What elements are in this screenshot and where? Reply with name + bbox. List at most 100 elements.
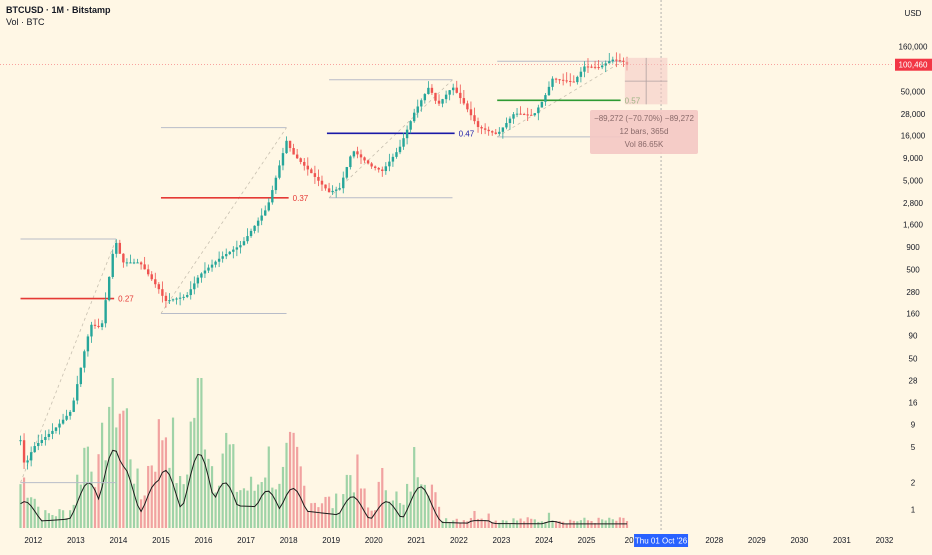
volume-bar xyxy=(430,484,434,528)
volume-title[interactable]: Vol · BTC xyxy=(6,17,45,27)
candle-body xyxy=(583,66,586,72)
candle-body xyxy=(370,163,373,167)
last-price-tag xyxy=(895,58,932,71)
volume-bar xyxy=(19,484,22,528)
fib-level-label: 0.47 xyxy=(459,129,475,138)
volume-bar xyxy=(551,520,554,528)
volume-bar xyxy=(65,518,68,528)
volume-bar xyxy=(235,491,238,528)
volume-bar xyxy=(104,460,107,528)
candle-body xyxy=(193,283,196,290)
volume-bar xyxy=(125,408,129,528)
volume-bar xyxy=(122,410,125,528)
year-tick-label: 2032 xyxy=(876,536,894,545)
candle-body xyxy=(317,176,320,181)
year-tick-label: 2019 xyxy=(322,536,340,545)
volume-bar xyxy=(615,520,618,528)
price-tick-label: 1,600 xyxy=(903,221,924,230)
volume-bar xyxy=(228,444,231,528)
candle-body xyxy=(448,90,451,95)
volume-bar xyxy=(597,517,600,528)
volume-bar xyxy=(452,520,455,528)
candle-body xyxy=(363,157,366,161)
volume-bar xyxy=(257,484,260,528)
measure-info-line: Vol 86.65K xyxy=(625,140,664,149)
candle-body xyxy=(249,230,253,237)
candle-body xyxy=(508,118,512,124)
candle-body xyxy=(58,423,61,428)
volume-bar xyxy=(476,518,480,528)
fib-level-label: 0.37 xyxy=(293,194,309,203)
volume-bar xyxy=(281,466,285,528)
volume-bar xyxy=(625,521,629,528)
candle-body xyxy=(597,67,600,69)
volume-bar xyxy=(214,492,217,528)
candle-body xyxy=(107,276,111,301)
year-tick-label: 2025 xyxy=(578,536,596,545)
volume-bar xyxy=(562,521,565,528)
volume-bar xyxy=(363,488,366,528)
candle-body xyxy=(501,127,505,132)
price-tick-label: 2 xyxy=(911,479,916,488)
candle-body xyxy=(551,78,554,87)
price-tick-label: 1 xyxy=(911,505,916,514)
candle-body xyxy=(356,151,359,155)
volume-bar xyxy=(115,427,118,528)
candle-body xyxy=(132,262,136,264)
candle-body xyxy=(288,140,292,149)
volume-bar xyxy=(90,471,93,528)
candle-body xyxy=(129,262,132,264)
currency-label: USD xyxy=(905,9,922,18)
year-tick-label: 2016 xyxy=(195,536,213,545)
volume-bar xyxy=(264,477,267,528)
volume-bar xyxy=(427,495,430,528)
volume-bar xyxy=(186,474,189,528)
volume-bar xyxy=(274,489,277,528)
candle-body xyxy=(189,289,192,296)
volume-bar xyxy=(136,468,139,528)
volume-bar xyxy=(179,476,182,528)
candle-body xyxy=(420,100,423,107)
volume-bar xyxy=(420,484,423,528)
volume-bar xyxy=(359,488,363,528)
year-tick-label: 2031 xyxy=(833,536,851,545)
volume-bar xyxy=(296,446,299,528)
candle-body xyxy=(186,295,189,297)
price-tick-label: 9 xyxy=(911,421,916,430)
volume-bar xyxy=(462,520,465,528)
year-tick-label: 2020 xyxy=(365,536,383,545)
candle-body xyxy=(381,169,384,172)
volume-bar xyxy=(69,510,72,528)
year-tick-label: 2030 xyxy=(790,536,808,545)
candle-body xyxy=(586,66,590,68)
year-tick-label: 2017 xyxy=(237,536,255,545)
volume-bar xyxy=(37,506,40,528)
candle-body xyxy=(526,114,529,116)
volume-bar xyxy=(313,502,316,528)
volume-bar xyxy=(498,522,501,528)
volume-bar xyxy=(58,509,61,528)
candle-body xyxy=(256,220,260,226)
candle-body xyxy=(207,267,210,271)
candle-body xyxy=(310,169,313,174)
axes-layer: USD 160,000 50,000 28,000 16,000 9,000 5,000 2,… xyxy=(24,9,932,547)
volume-bar xyxy=(147,465,150,528)
measure-info-line: 12 bars, 365d xyxy=(620,127,669,136)
volume-bar xyxy=(93,487,97,528)
volume-bar xyxy=(434,492,437,528)
candle-body xyxy=(260,215,263,221)
candle-body xyxy=(22,440,26,463)
symbol-title[interactable]: BTCUSD · 1M · Bitstamp xyxy=(6,5,111,15)
candle-body xyxy=(377,167,380,170)
candle-body xyxy=(469,109,473,116)
volume-bar xyxy=(445,518,448,528)
volume-bar xyxy=(469,517,473,528)
candle-body xyxy=(480,127,483,129)
volume-bar xyxy=(590,521,593,528)
volume-bar xyxy=(232,444,235,528)
volume-bar xyxy=(33,498,36,528)
year-tick-label: 2018 xyxy=(280,536,298,545)
volume-bar xyxy=(459,522,462,528)
volume-bar xyxy=(484,520,487,528)
